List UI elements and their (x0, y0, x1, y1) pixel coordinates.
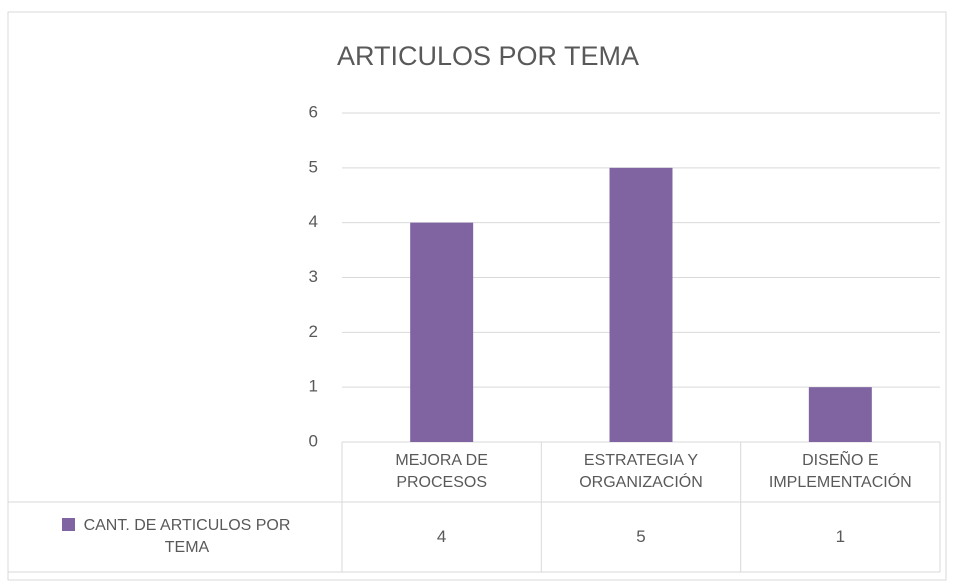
table-value: 5 (541, 502, 740, 572)
y-tick-label: 6 (309, 102, 318, 121)
y-tick-label: 5 (309, 157, 318, 176)
x-tick-label: DISEÑO E IMPLEMENTACIÓN (741, 442, 940, 502)
table-value-text: 4 (436, 527, 447, 546)
y-tick-label: 0 (309, 431, 318, 450)
chart-title: ARTICULOS POR TEMA (337, 41, 639, 71)
bar (410, 222, 474, 442)
y-tick-label: 1 (309, 377, 318, 396)
legend-marker (62, 518, 75, 531)
legend-label: CANT. DE ARTICULOS POR TEMA (8, 502, 342, 572)
table-value: 4 (342, 502, 541, 572)
table-value-text: 5 (636, 527, 646, 546)
y-tick-label: 4 (309, 212, 318, 231)
chart-border (7, 11, 947, 581)
x-tick-label-text: ESTRATEGIA Y ORGANIZACIÓN (579, 452, 703, 491)
table-value: 1 (741, 502, 940, 572)
x-tick-label: MEJORA DE PROCESOS (342, 442, 541, 502)
table-value-text: 1 (835, 527, 846, 546)
bar (609, 167, 673, 443)
y-tick-label: 3 (309, 267, 318, 286)
y-tick-label: 2 (309, 322, 318, 341)
x-tick-label-text: DISEÑO E IMPLEMENTACIÓN (768, 452, 912, 491)
x-tick-label: ESTRATEGIA Y ORGANIZACIÓN (541, 442, 740, 502)
legend-label-text: CANT. DE ARTICULOS POR TEMA (83, 517, 291, 556)
bar (808, 387, 872, 442)
x-tick-label-text: MEJORA DE PROCESOS (395, 452, 488, 491)
